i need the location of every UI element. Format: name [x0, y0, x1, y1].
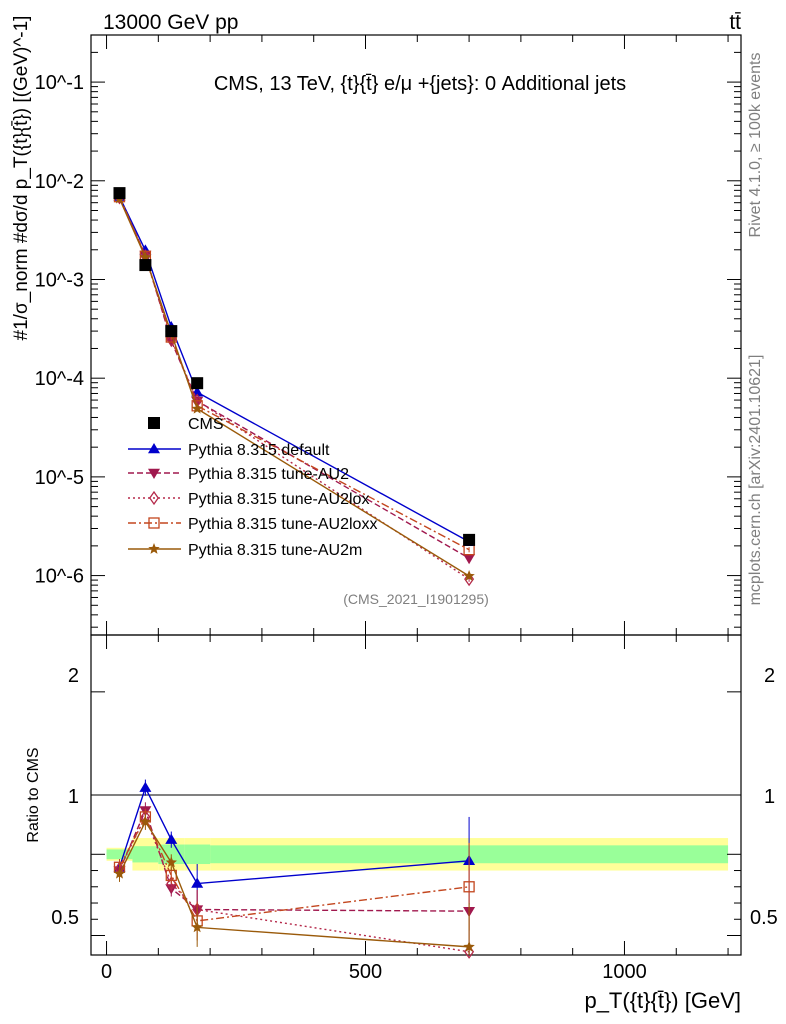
cms-data-point [191, 377, 204, 390]
x-tick-label-1000: 1000 [602, 961, 647, 983]
legend-label-au2m: Pythia 8.315 tune-AU2m [188, 542, 362, 559]
ratio-point [191, 877, 204, 888]
y-tick-label-1e-2: 10^-2 [35, 171, 84, 193]
x-tick-labels: 0 500 1000 [101, 961, 647, 983]
ratio-point [165, 856, 177, 868]
y-tick-labels: 10^-1 10^-2 10^-3 10^-4 10^-5 10^-6 [35, 72, 84, 587]
x-tick-label-0: 0 [101, 961, 112, 983]
cms-data-point [139, 259, 152, 272]
ratio-tick-label-05-left: 0.5 [51, 907, 79, 929]
ratio-axis-label: Ratio to CMS [25, 747, 42, 842]
series-point [464, 572, 475, 587]
legend-label-au2loxx: Pythia 8.315 tune-AU2loxx [188, 516, 377, 533]
ratio-point [463, 940, 475, 952]
y-axis-label: #1/σ_norm #dσ/d p_T({t}{t̄}) [(GeV)^-1] [11, 16, 32, 341]
series-point [463, 553, 476, 565]
legend-marker [148, 517, 160, 529]
chart-title: CMS, 13 TeV, {t}{t̄} e/μ +{jets}: 0 Addi… [214, 73, 626, 95]
ratio-tick-label-2-left: 2 [68, 665, 79, 687]
ratio-tick-label-2-right: 2 [764, 665, 775, 687]
ratio-tick-label-05-right: 0.5 [750, 907, 778, 929]
series-point [191, 402, 203, 414]
ratio-series-line [118, 815, 470, 922]
y-tick-label-1e-3: 10^-3 [35, 269, 84, 291]
legend: CMS Pythia 8.315 default Pythia 8.315 tu… [128, 416, 377, 559]
y-tick-label-1e-5: 10^-5 [35, 467, 84, 489]
ratio-point [191, 921, 203, 933]
legend-marker [148, 543, 160, 554]
legend-marker [148, 468, 160, 479]
cms-data-point [165, 325, 178, 338]
cms-data-point [463, 533, 476, 546]
ratio-tick-labels: 2 1 0.5 2 1 0.5 [51, 665, 778, 929]
legend-marker [148, 443, 160, 454]
ratio-band-inner [106, 849, 133, 860]
legend-label-default: Pythia 8.315 default [188, 442, 330, 459]
y-tick-label-1e-4: 10^-4 [35, 368, 84, 390]
side-label-rivet: Rivet 4.1.0, ≥ 100k events [747, 53, 764, 238]
series-point [463, 570, 475, 581]
legend-marker [149, 490, 159, 506]
ratio-point [139, 781, 152, 792]
legend-label-au2lox: Pythia 8.315 tune-AU2lox [188, 491, 369, 508]
ratio-point [463, 881, 475, 893]
ratio-ticks [91, 635, 741, 955]
data-points [113, 187, 476, 546]
ratio-tick-label-1-right: 1 [764, 786, 775, 808]
ratio-point [165, 833, 178, 844]
legend-marker-cms [148, 417, 160, 429]
ratio-band-inner [184, 844, 211, 865]
x-tick-label-500: 500 [349, 961, 382, 983]
analysis-watermark: (CMS_2021_I1901295) [343, 591, 489, 607]
y-tick-label-1e-1: 10^-1 [35, 72, 84, 94]
header-right: tt̄ [729, 11, 741, 34]
ratio-series [113, 779, 476, 959]
y-tick-label-1e-6: 10^-6 [35, 566, 84, 588]
cms-data-point [113, 187, 126, 200]
ratio-point [166, 876, 177, 891]
ratio-point [113, 867, 126, 879]
header-left: 13000 GeV pp [103, 11, 238, 34]
side-label-mcplots: mcplots.cern.ch [arXiv:2401.10621] [747, 355, 764, 606]
series-point [139, 251, 152, 263]
legend-label-cms: CMS [188, 416, 224, 433]
ratio-point [139, 815, 152, 827]
ratio-band-inner [132, 846, 159, 863]
ratio-tick-label-1-left: 1 [68, 786, 79, 808]
x-axis-label: p_T({t}{t̄}) [GeV] [584, 988, 741, 1013]
main-ticks [91, 35, 741, 635]
legend-label-au2: Pythia 8.315 tune-AU2 [188, 466, 349, 483]
